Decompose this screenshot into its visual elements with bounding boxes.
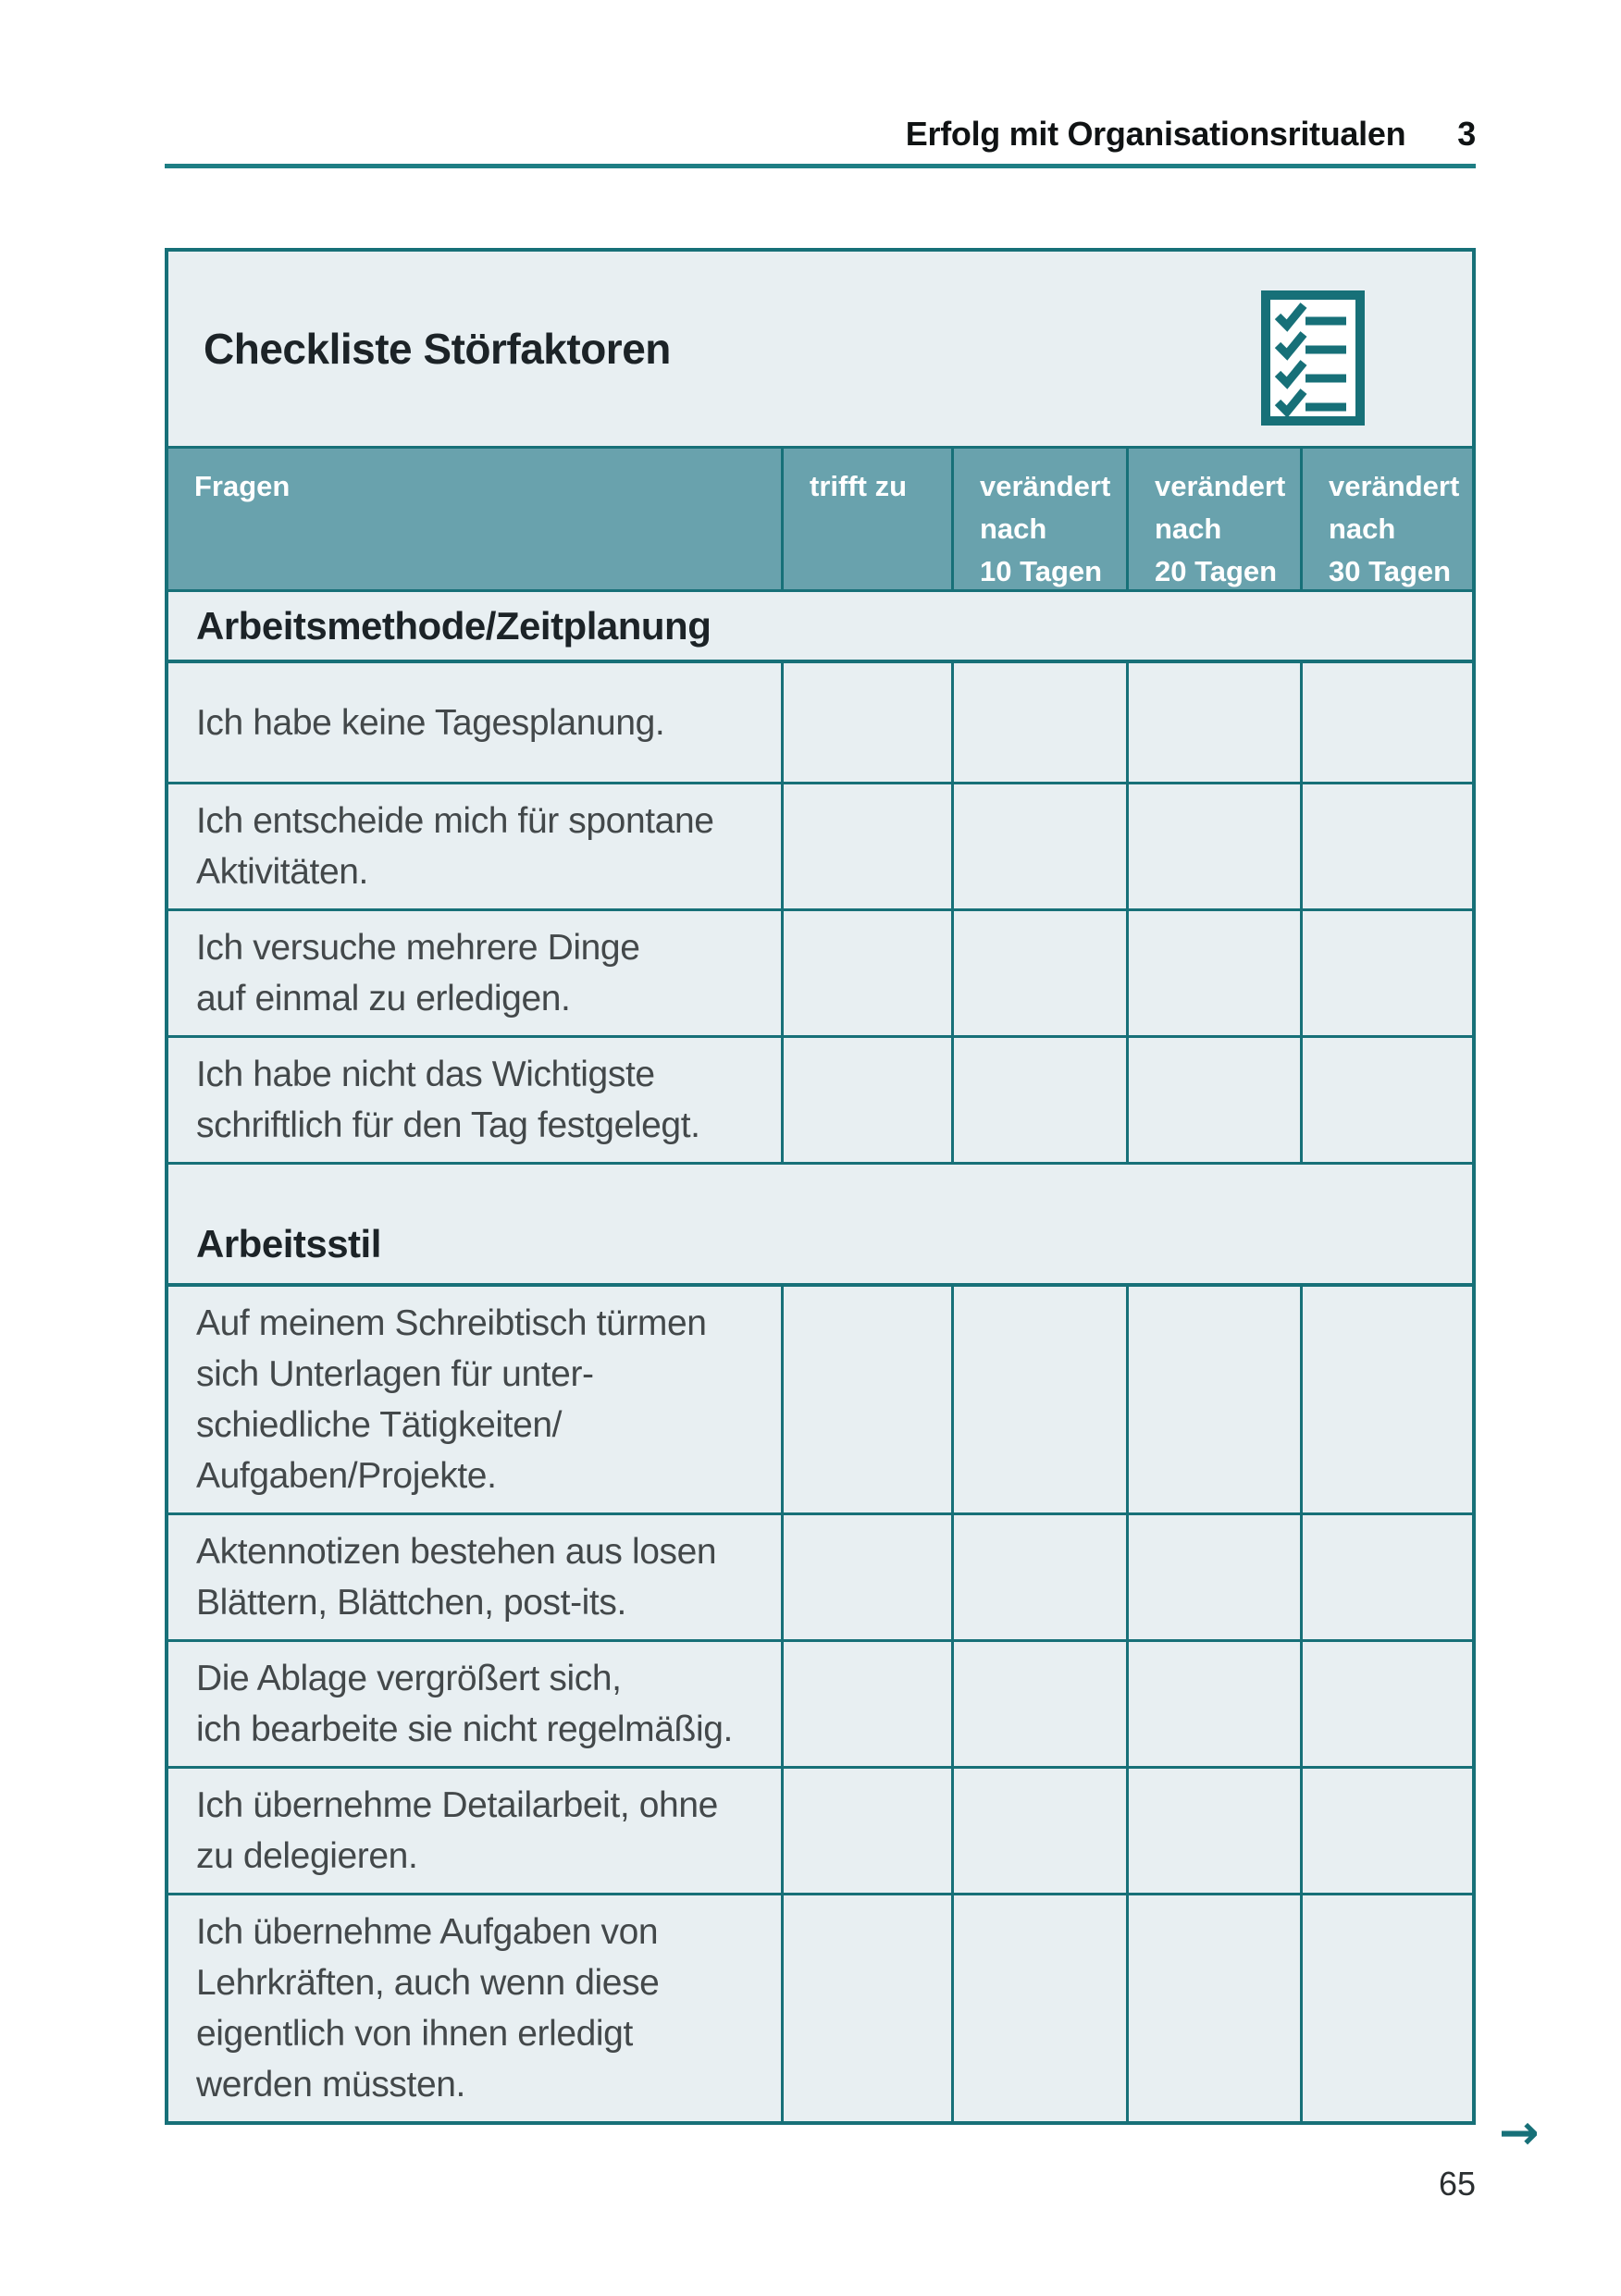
table-row: Auf meinem Schreibtisch türmen sich Unter… [168, 1287, 1472, 1515]
answer-cell [1126, 1895, 1300, 2121]
answer-cell [951, 1769, 1126, 1893]
answer-cell [1300, 1642, 1472, 1766]
table-header-row: Fragen trifft zu verändert nach 10 Tagen verä… [168, 446, 1472, 592]
answer-cell [1126, 1287, 1300, 1512]
table-row: Ich versuche mehrere Dinge auf einmal zu … [168, 911, 1472, 1038]
answer-cell [1300, 1515, 1472, 1639]
answer-cell [781, 1515, 951, 1639]
answer-cell [1126, 663, 1300, 782]
answer-cell [781, 1642, 951, 1766]
table-row: Ich übernehme Aufgaben von Lehrkräften, a… [168, 1895, 1472, 2121]
section-heading: Arbeitsmethode/Zeitplanung [168, 592, 1472, 663]
answer-cell [1126, 784, 1300, 908]
answer-cell [1126, 911, 1300, 1035]
table-row: Ich übernehme Detailarbeit, ohne zu deleg… [168, 1769, 1472, 1895]
answer-cell [1300, 1038, 1472, 1162]
running-head-chapter: 3 [1457, 115, 1476, 153]
answer-cell [781, 1287, 951, 1512]
question-cell: Ich habe nicht das Wichtigste schriftlich… [196, 1055, 700, 1145]
question-cell: Ich entscheide mich für spontane Aktivitä… [196, 801, 714, 892]
section-heading: Arbeitsstil [168, 1165, 1472, 1287]
table-row: Ich habe keine Tagesplanung. [168, 663, 1472, 784]
answer-cell [1126, 1515, 1300, 1639]
answer-cell [951, 1287, 1126, 1512]
column-header-veraendert-30: verändert nach 30 Tagen [1300, 449, 1472, 589]
answer-cell [951, 911, 1126, 1035]
answer-cell [951, 663, 1126, 782]
column-header-fragen: Fragen [194, 470, 291, 502]
answer-cell [781, 784, 951, 908]
answer-cell [951, 1515, 1126, 1639]
running-head: Erfolg mit Organisationsritualen 3 [905, 115, 1477, 154]
question-cell: Ich habe keine Tagesplanung. [196, 702, 665, 743]
answer-cell [951, 1642, 1126, 1766]
checklist-icon [1261, 290, 1365, 426]
answer-cell [951, 1895, 1126, 2121]
answer-cell [951, 1038, 1126, 1162]
table-row: Die Ablage vergrößert sich, ich bearbeite… [168, 1642, 1472, 1769]
answer-cell [1300, 1769, 1472, 1893]
answer-cell [781, 1038, 951, 1162]
running-head-title: Erfolg mit Organisationsritualen [905, 115, 1406, 153]
page-number: 65 [1438, 2165, 1476, 2203]
table-row: Aktennotizen bestehen aus losen Blättern,… [168, 1515, 1472, 1642]
answer-cell [1126, 1642, 1300, 1766]
answer-cell [1126, 1038, 1300, 1162]
answer-cell [1300, 784, 1472, 908]
answer-cell [781, 1895, 951, 2121]
answer-cell [1300, 1895, 1472, 2121]
question-cell: Ich übernehme Detailarbeit, ohne zu deleg… [196, 1785, 718, 1876]
checklist-table: Fragen trifft zu verändert nach 10 Tagen verä… [168, 446, 1472, 2121]
question-cell: Ich versuche mehrere Dinge auf einmal zu … [196, 928, 640, 1018]
table-row: Ich habe nicht das Wichtigste schriftlich… [168, 1038, 1472, 1165]
answer-cell [781, 911, 951, 1035]
panel-title-row: Checkliste Störfaktoren [168, 252, 1472, 446]
question-cell: Ich übernehme Aufgaben von Lehrkräften, a… [196, 1912, 660, 2105]
question-cell: Auf meinem Schreibtisch türmen sich Unter… [196, 1303, 707, 1496]
answer-cell [781, 663, 951, 782]
answer-cell [1300, 1287, 1472, 1512]
answer-cell [1300, 911, 1472, 1035]
checklist-panel: Checkliste Störfaktoren Fragen trifft zu v… [165, 248, 1476, 2125]
panel-title: Checkliste Störfaktoren [204, 325, 671, 373]
answer-cell [781, 1769, 951, 1893]
question-cell: Die Ablage vergrößert sich, ich bearbeite… [196, 1659, 733, 1749]
column-header-veraendert-10: verändert nach 10 Tagen [951, 449, 1126, 589]
header-rule [165, 164, 1476, 168]
answer-cell [1126, 1769, 1300, 1893]
column-header-veraendert-20: verändert nach 20 Tagen [1126, 449, 1300, 589]
answer-cell [951, 784, 1126, 908]
answer-cell [1300, 663, 1472, 782]
table-row: Ich entscheide mich für spontane Aktivitä… [168, 784, 1472, 911]
continuation-arrow-icon: → [1499, 2105, 1540, 2161]
column-header-trifft-zu: trifft zu [781, 449, 951, 589]
question-cell: Aktennotizen bestehen aus losen Blättern,… [196, 1532, 717, 1623]
